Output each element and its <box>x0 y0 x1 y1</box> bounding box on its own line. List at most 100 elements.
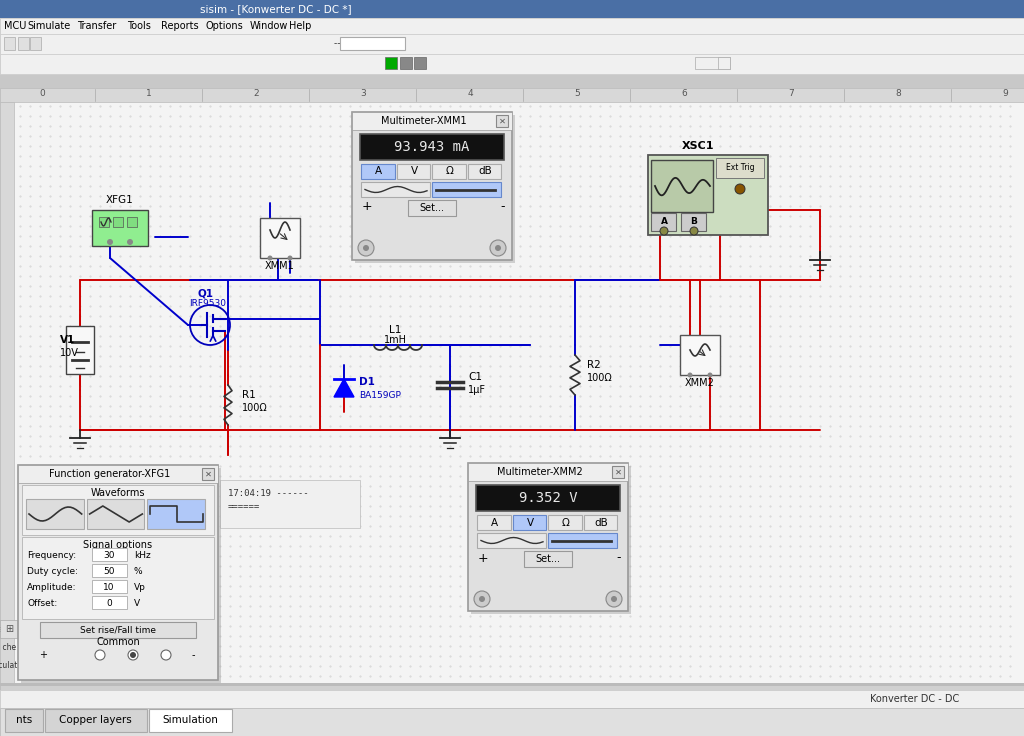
Text: Simulate: Simulate <box>28 21 71 31</box>
Bar <box>496 115 508 127</box>
Bar <box>92 580 127 593</box>
Text: Ω: Ω <box>562 517 569 528</box>
Bar <box>14 102 1024 685</box>
Bar <box>361 182 430 197</box>
Bar <box>477 533 546 548</box>
Text: XMM2: XMM2 <box>685 378 715 388</box>
Text: L1: L1 <box>389 325 401 335</box>
Text: etlist: etlist <box>0 626 16 634</box>
Circle shape <box>479 596 485 602</box>
Text: nts: nts <box>15 715 32 725</box>
Bar <box>147 499 205 529</box>
Text: Ω: Ω <box>445 166 454 177</box>
Text: Multimeter-XMM1: Multimeter-XMM1 <box>381 116 467 126</box>
Text: V: V <box>526 517 534 528</box>
Text: 50: 50 <box>103 567 115 576</box>
Text: %: % <box>134 567 142 576</box>
Text: 7: 7 <box>788 90 794 99</box>
Text: C1: C1 <box>468 372 482 382</box>
Circle shape <box>490 240 506 256</box>
Text: 0: 0 <box>106 598 112 607</box>
Text: V1: V1 <box>60 335 75 345</box>
Text: A: A <box>660 218 668 227</box>
Bar <box>22 485 214 535</box>
Text: A: A <box>375 166 382 177</box>
Text: 30: 30 <box>103 551 115 559</box>
Text: 5: 5 <box>574 90 580 99</box>
Text: +: + <box>478 551 488 565</box>
Bar <box>26 499 84 529</box>
Bar <box>0 88 1024 102</box>
Circle shape <box>611 596 617 602</box>
Bar <box>92 596 127 609</box>
Bar <box>718 57 730 69</box>
Text: +: + <box>39 650 47 660</box>
Text: Q1: Q1 <box>197 288 213 298</box>
Bar <box>408 200 456 216</box>
Text: 3: 3 <box>360 90 366 99</box>
Circle shape <box>495 245 501 251</box>
Text: Frequency:: Frequency: <box>27 551 76 559</box>
Text: 93.943 mA: 93.943 mA <box>394 140 470 154</box>
Circle shape <box>127 239 133 245</box>
Bar <box>681 213 706 231</box>
Text: R1: R1 <box>242 390 256 400</box>
Bar <box>651 160 713 212</box>
Text: BA159GP: BA159GP <box>359 391 400 400</box>
Bar <box>18 465 218 483</box>
Text: Transfer: Transfer <box>77 21 117 31</box>
Text: Set rise/Fall time: Set rise/Fall time <box>80 626 156 634</box>
Text: 8: 8 <box>895 90 901 99</box>
Text: 6: 6 <box>681 90 687 99</box>
Text: Konverter DC - DC: Konverter DC - DC <box>870 694 959 704</box>
Bar <box>0 18 1024 34</box>
Bar <box>0 0 1024 18</box>
Text: 4: 4 <box>467 90 473 99</box>
Text: ======: ====== <box>228 503 260 512</box>
Bar <box>432 164 466 179</box>
Bar <box>0 54 1024 74</box>
Text: dB: dB <box>478 166 493 177</box>
Text: MCU: MCU <box>4 21 27 31</box>
Text: V: V <box>134 598 140 607</box>
Circle shape <box>358 240 374 256</box>
Text: t che: t che <box>0 643 16 653</box>
Text: Duty cycle:: Duty cycle: <box>27 567 78 576</box>
Text: Offset:: Offset: <box>27 598 57 607</box>
Bar <box>400 57 412 69</box>
Bar <box>471 466 631 614</box>
Text: 100Ω: 100Ω <box>587 373 612 383</box>
Circle shape <box>128 650 138 660</box>
Text: -: - <box>500 200 505 213</box>
Bar <box>260 218 300 258</box>
Text: Copper layers: Copper layers <box>59 715 132 725</box>
Text: Multimeter-XMM2: Multimeter-XMM2 <box>497 467 583 477</box>
Circle shape <box>106 239 113 245</box>
Bar <box>220 480 360 528</box>
Bar <box>202 468 214 480</box>
Bar <box>40 622 196 638</box>
Bar <box>22 468 221 683</box>
Circle shape <box>474 591 490 607</box>
Text: +: + <box>362 200 373 213</box>
Text: -: - <box>191 650 195 660</box>
Text: Function generator-XFG1: Function generator-XFG1 <box>49 469 171 479</box>
Text: Vp: Vp <box>134 582 145 592</box>
Bar <box>250 36 450 52</box>
Text: Options: Options <box>205 21 243 31</box>
Polygon shape <box>334 379 354 397</box>
Text: Help: Help <box>289 21 311 31</box>
Bar <box>432 182 501 197</box>
Bar <box>396 164 430 179</box>
Text: ⊞: ⊞ <box>5 624 13 634</box>
Text: Amplitude:: Amplitude: <box>27 582 77 592</box>
Circle shape <box>95 650 105 660</box>
Text: 17:04:19 ------: 17:04:19 ------ <box>228 489 308 498</box>
Bar <box>352 112 512 260</box>
Text: 10V: 10V <box>60 348 79 358</box>
Bar <box>92 564 127 577</box>
Bar <box>468 463 628 611</box>
Bar <box>150 709 232 732</box>
Bar <box>648 155 768 235</box>
Bar <box>468 463 628 481</box>
